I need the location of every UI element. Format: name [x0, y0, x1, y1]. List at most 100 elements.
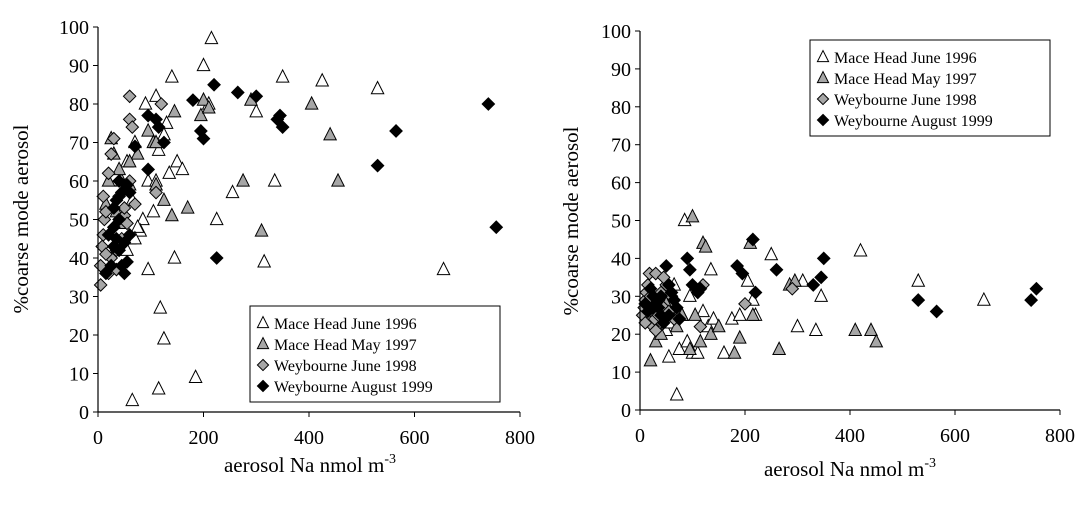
- x-tick-label: 0: [635, 425, 645, 447]
- data-point-series-2: [201, 99, 216, 114]
- data-point-series-3: [104, 147, 119, 161]
- y-tick-label: 60: [69, 171, 89, 193]
- x-axis-title-text: aerosol Na nmol m: [224, 453, 384, 477]
- y-tick-label: 0: [621, 400, 631, 422]
- data-point-series-4: [806, 278, 821, 292]
- x-tick-label: 400: [835, 425, 865, 447]
- data-point-series-2: [164, 207, 179, 222]
- data-point-series-1: [135, 211, 150, 226]
- data-point-series-2: [669, 318, 684, 333]
- legend-marker: [256, 379, 270, 393]
- data-point-series-3: [648, 323, 663, 338]
- chart-left: 0 10 20 30 40 50 60 70 80 90 100 0 200 400 600 800 %coa…: [9, 17, 535, 477]
- y-tick-label: 100: [59, 17, 89, 39]
- legend-marker: [816, 92, 830, 106]
- data-point-series-2: [643, 352, 658, 367]
- data-point-series-4: [489, 220, 504, 235]
- data-point-series-4: [745, 232, 760, 247]
- data-point-series-4: [693, 281, 708, 296]
- data-point-series-1: [257, 253, 272, 268]
- data-point-series-3: [97, 212, 112, 227]
- data-point-series-1: [706, 310, 721, 325]
- data-point-series-4: [157, 135, 171, 150]
- data-point-series-3: [122, 89, 137, 104]
- data-point-series-1: [225, 184, 240, 199]
- data-point-series-4: [682, 262, 697, 277]
- data-point-series-4: [112, 174, 127, 188]
- y-tick-label: 90: [611, 59, 631, 81]
- y-tick-label: 70: [611, 135, 631, 157]
- data-point-series-1: [204, 30, 219, 45]
- data-point-series-1: [315, 72, 330, 87]
- data-point-series-3: [149, 185, 163, 200]
- legend-marker: [256, 315, 270, 329]
- data-point-series-2: [323, 126, 338, 141]
- data-point-series-1: [175, 161, 190, 176]
- data-point-series-1: [125, 392, 140, 407]
- legend-label: Mace Head May 1997: [274, 337, 417, 354]
- y-tick-label: 60: [611, 173, 631, 195]
- data-point-series-2: [727, 344, 742, 359]
- data-point-series-1: [661, 348, 676, 363]
- x-tick-label: 0: [93, 427, 103, 449]
- y-tick-label: 50: [611, 211, 631, 233]
- data-point-series-4: [117, 235, 132, 250]
- data-point-series-1: [911, 272, 926, 287]
- data-point-series-1: [808, 322, 823, 337]
- data-point-series-2: [745, 307, 760, 321]
- data-point-series-2: [693, 333, 708, 348]
- data-point-series-4: [911, 293, 926, 307]
- data-point-series-2: [848, 322, 863, 337]
- x-axis-title: aerosol Na nmol m-3: [764, 456, 936, 481]
- data-point-series-1: [740, 272, 755, 287]
- data-point-series-2: [193, 107, 208, 122]
- x-tick-label: 400: [294, 427, 324, 449]
- legend-label: Mace Head June 1996: [834, 50, 977, 67]
- y-tick-label: 20: [69, 325, 89, 347]
- data-point-series-4: [117, 266, 132, 281]
- data-point-series-4: [104, 258, 119, 273]
- data-point-series-1: [138, 95, 153, 110]
- data-point-series-1: [370, 80, 385, 95]
- legend-box: [809, 39, 1051, 137]
- data-point-series-1: [151, 380, 166, 395]
- legend-label: Weybourne June 1998: [274, 358, 417, 375]
- legend: Mace Head June 1996 Mace Head May 1997 Wey…: [809, 39, 1051, 137]
- legend-label: Weybourne August 1999: [834, 113, 993, 130]
- data-point-series-2: [732, 329, 747, 344]
- data-point-series-2: [304, 95, 319, 110]
- data-point-series-2: [703, 325, 718, 340]
- data-point-series-1: [162, 165, 177, 179]
- data-point-series-1: [703, 261, 718, 276]
- data-point-series-1: [151, 141, 166, 156]
- data-point-series-4: [275, 120, 290, 135]
- data-point-series-1: [153, 299, 168, 314]
- data-point-series-4: [389, 124, 403, 138]
- chart-left-marks: [93, 30, 504, 407]
- data-point-series-3: [117, 201, 132, 215]
- data-point-series-4: [122, 185, 137, 200]
- data-point-series-1: [436, 261, 451, 276]
- data-point-series-2: [772, 341, 787, 355]
- data-point-series-4: [748, 285, 763, 300]
- data-point-series-4: [672, 312, 687, 326]
- data-point-series-3: [96, 189, 111, 204]
- data-point-series-1: [732, 307, 747, 321]
- data-point-series-1: [196, 57, 211, 72]
- data-point-series-2: [141, 122, 156, 137]
- data-point-series-4: [735, 266, 750, 281]
- y-axis-title: %coarse mode aerosol: [559, 126, 583, 315]
- data-point-series-1: [814, 288, 829, 302]
- y-tick-label: 80: [69, 94, 89, 116]
- y-tick-label: 50: [69, 210, 89, 232]
- data-point-series-3: [738, 296, 752, 311]
- data-point-series-4: [151, 120, 166, 135]
- data-point-series-1: [149, 88, 164, 102]
- data-point-series-4: [661, 308, 676, 323]
- data-point-series-3: [638, 315, 653, 330]
- data-point-series-4: [370, 158, 385, 173]
- data-point-series-4: [816, 251, 831, 266]
- data-point-series-1: [146, 203, 161, 218]
- y-tick-label: 0: [79, 402, 89, 424]
